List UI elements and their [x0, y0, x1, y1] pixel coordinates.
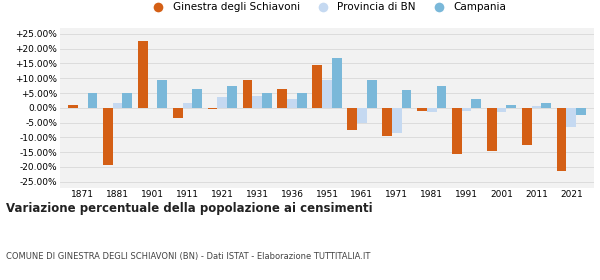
Bar — [332, 58, 341, 108]
Bar — [313, 65, 322, 108]
Bar — [157, 80, 167, 108]
Bar — [541, 103, 551, 108]
Bar — [182, 103, 192, 108]
Bar — [357, 108, 367, 123]
Legend: Ginestra degli Schiavoni, Provincia di BN, Campania: Ginestra degli Schiavoni, Provincia di B… — [143, 0, 511, 17]
Bar — [472, 99, 481, 108]
Bar — [487, 108, 497, 151]
Bar — [208, 108, 217, 109]
Bar — [532, 106, 541, 108]
Text: COMUNE DI GINESTRA DEGLI SCHIAVONI (BN) - Dati ISTAT - Elaborazione TUTTITALIA.I: COMUNE DI GINESTRA DEGLI SCHIAVONI (BN) … — [6, 252, 370, 261]
Bar — [392, 108, 401, 133]
Bar — [138, 41, 148, 108]
Bar — [566, 108, 576, 127]
Bar — [576, 108, 586, 115]
Bar — [322, 80, 332, 108]
Text: Variazione percentuale della popolazione ai censimenti: Variazione percentuale della popolazione… — [6, 202, 373, 214]
Bar — [347, 108, 357, 130]
Bar — [217, 97, 227, 108]
Bar — [88, 93, 97, 108]
Bar — [253, 96, 262, 108]
Bar — [173, 108, 182, 118]
Bar — [452, 108, 462, 154]
Bar — [427, 108, 437, 112]
Bar — [382, 108, 392, 136]
Bar — [506, 105, 516, 108]
Bar — [522, 108, 532, 145]
Bar — [242, 80, 253, 108]
Bar — [262, 93, 272, 108]
Bar — [227, 86, 237, 108]
Bar — [297, 93, 307, 108]
Bar — [287, 99, 297, 108]
Bar — [462, 108, 472, 111]
Bar — [68, 105, 78, 108]
Bar — [367, 80, 377, 108]
Bar — [497, 108, 506, 112]
Bar — [103, 108, 113, 165]
Bar — [277, 88, 287, 108]
Bar — [122, 93, 132, 108]
Bar — [192, 88, 202, 108]
Bar — [401, 90, 412, 108]
Bar — [417, 108, 427, 111]
Bar — [437, 86, 446, 108]
Bar — [557, 108, 566, 171]
Bar — [113, 103, 122, 108]
